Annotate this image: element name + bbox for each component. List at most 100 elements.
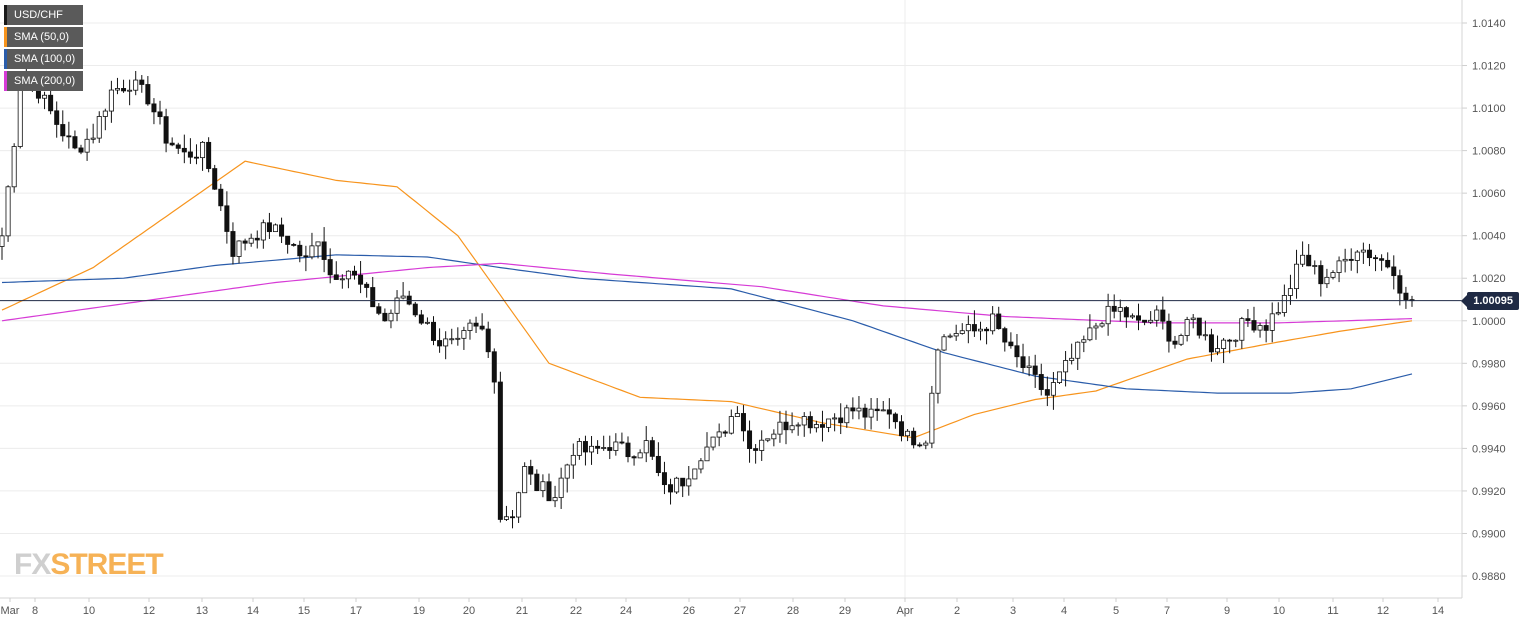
candle	[260, 219, 266, 249]
candle	[552, 485, 558, 508]
x-tick-label: 13	[196, 605, 208, 617]
candle	[819, 410, 825, 442]
candle	[929, 385, 935, 449]
chart-legend: USD/CHF SMA (50,0) SMA (100,0) SMA (200,…	[4, 5, 84, 93]
candle-body-up	[1087, 327, 1093, 341]
candle	[461, 326, 467, 350]
candle	[370, 276, 376, 308]
candle-body-down	[169, 142, 175, 146]
legend-item-sma-100[interactable]: SMA (100,0)	[4, 49, 84, 69]
candle-body-up	[1269, 313, 1275, 331]
candle	[133, 70, 139, 96]
candle-body-up	[570, 454, 576, 466]
candle-body-up	[1202, 334, 1208, 337]
candle	[242, 238, 248, 251]
candle-body-down	[783, 421, 789, 431]
legend-item-sma-200[interactable]: SMA (200,0)	[4, 71, 84, 91]
candle	[1294, 249, 1300, 299]
candle-body-up	[832, 417, 838, 420]
x-tick-label: 20	[463, 605, 475, 617]
candle	[212, 164, 218, 190]
candle	[418, 309, 424, 325]
candle	[601, 435, 607, 451]
candle-body-down	[1111, 305, 1117, 312]
candle-body-up	[905, 430, 911, 437]
y-tick-label: 0.9920	[1472, 486, 1506, 498]
candle-body-up	[1050, 382, 1056, 396]
candle	[66, 121, 72, 149]
candle	[467, 319, 473, 340]
legend-swatch-sma-50	[4, 27, 7, 47]
candle-body-down	[1160, 309, 1166, 322]
fxstreet-logo: FXSTREET	[14, 548, 164, 582]
candle-body-up	[309, 245, 315, 258]
candle	[558, 467, 564, 509]
candle-body-down	[1044, 389, 1050, 396]
candle	[193, 144, 199, 165]
candle-body-down	[850, 407, 856, 412]
candle-body-up	[759, 439, 765, 451]
candle	[674, 476, 680, 494]
x-tick-label: 14	[247, 605, 259, 617]
candle	[1391, 255, 1397, 290]
candle-body-up	[11, 146, 17, 188]
candle	[1233, 339, 1239, 348]
candle	[807, 411, 813, 434]
candle-body-up	[96, 116, 102, 139]
candle-body-down	[376, 306, 382, 314]
candle	[1330, 270, 1336, 280]
candle-body-up	[516, 492, 522, 518]
candle-body-up	[1215, 348, 1221, 353]
candle	[582, 435, 588, 466]
candle-body-down	[619, 441, 625, 444]
candle	[747, 420, 753, 463]
candle-body-down	[139, 79, 145, 85]
candle	[127, 79, 133, 106]
candle	[424, 317, 430, 325]
candle-body-down	[892, 413, 898, 423]
legend-item-sma-50[interactable]: SMA (50,0)	[4, 27, 84, 47]
candle-body-up	[1190, 317, 1196, 320]
x-tick-label: 11	[1327, 605, 1338, 617]
candle-body-down	[1348, 258, 1354, 261]
legend-item-usdchf[interactable]: USD/CHF	[4, 5, 84, 25]
candle-body-up	[704, 446, 710, 462]
candle	[649, 436, 655, 460]
candle	[382, 308, 388, 322]
sma-line-100	[1, 254, 1413, 394]
candle	[169, 137, 175, 147]
candle	[5, 185, 11, 242]
legend-swatch-usdchf	[4, 5, 7, 25]
legend-label-sma-200: SMA (200,0)	[14, 75, 76, 87]
candle	[1360, 242, 1366, 264]
candle	[625, 436, 631, 463]
candle	[668, 478, 674, 505]
candle	[412, 301, 418, 318]
candle	[11, 143, 17, 193]
candle-body-up	[1117, 307, 1123, 312]
candle-body-up	[236, 240, 242, 257]
candle	[1190, 314, 1196, 329]
candle-body-up	[1148, 319, 1154, 323]
candle	[947, 333, 953, 339]
candle-body-up	[953, 333, 959, 337]
candle	[1020, 343, 1026, 373]
candle-body-down	[1032, 365, 1038, 375]
candle	[1057, 371, 1063, 384]
x-tick-label: Mar	[1, 605, 20, 617]
x-tick-label: 17	[350, 605, 362, 617]
x-tick-label: 12	[143, 605, 155, 617]
candle	[1093, 322, 1099, 340]
candle-body-down	[1391, 266, 1397, 277]
candle-body-up	[345, 270, 351, 280]
candle	[540, 474, 546, 498]
candle	[990, 306, 996, 335]
candle-body-down	[1227, 339, 1233, 342]
candle	[898, 415, 904, 442]
candle	[1172, 335, 1178, 349]
candle-body-down	[157, 111, 163, 118]
moving-average-lines	[1, 160, 1413, 439]
candle-body-down	[224, 205, 230, 232]
candle-body-down	[917, 444, 923, 447]
